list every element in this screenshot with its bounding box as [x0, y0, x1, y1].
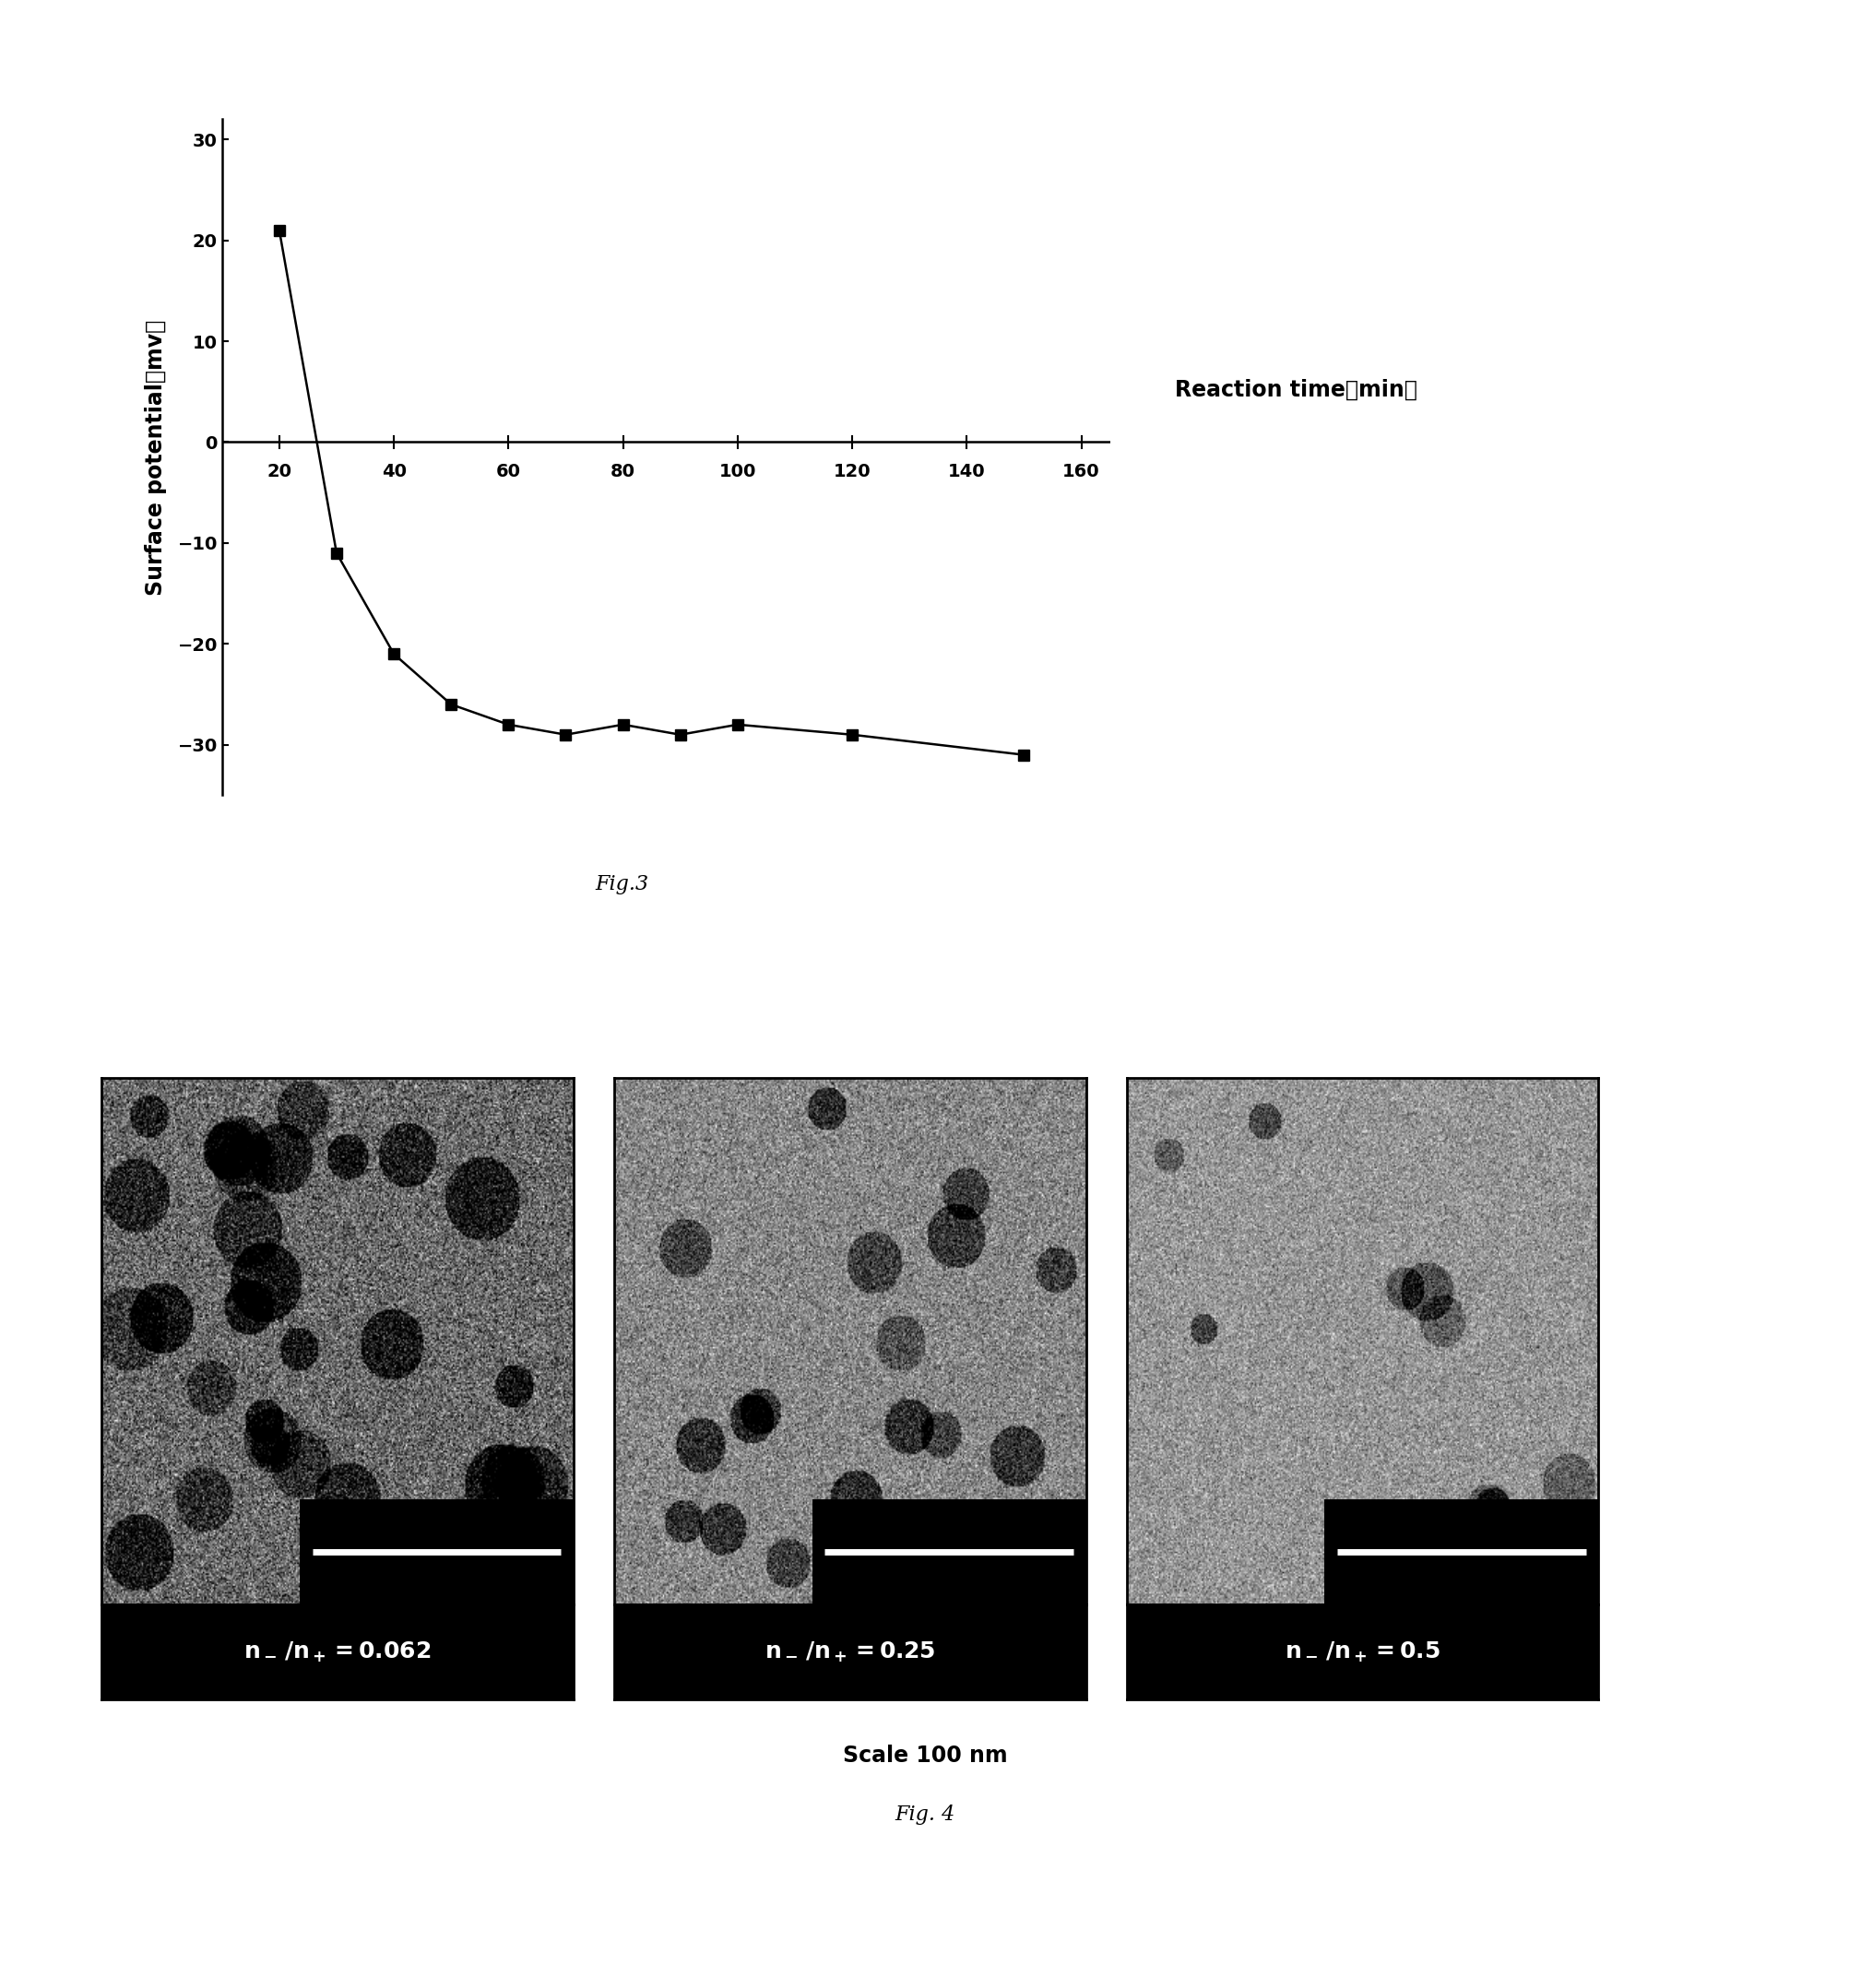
Text: $\mathbf{n_-\,/n_+=0.5}$: $\mathbf{n_-\,/n_+=0.5}$: [1283, 1640, 1440, 1664]
Text: Fig.3: Fig.3: [595, 875, 647, 895]
Text: Fig. 4: Fig. 4: [895, 1805, 954, 1825]
Y-axis label: Surface potential（mv）: Surface potential（mv）: [144, 320, 166, 594]
Text: 100: 100: [719, 463, 756, 481]
Text: Reaction time（min）: Reaction time（min）: [1174, 378, 1416, 402]
Text: 160: 160: [1061, 463, 1100, 481]
Text: 140: 140: [947, 463, 986, 481]
Text: 40: 40: [381, 463, 407, 481]
Text: $\mathbf{n_-\,/n_+=0.062}$: $\mathbf{n_-\,/n_+=0.062}$: [244, 1640, 431, 1664]
Text: 60: 60: [496, 463, 521, 481]
Text: 20: 20: [266, 463, 292, 481]
Text: Scale 100 nm: Scale 100 nm: [841, 1743, 1008, 1767]
Text: 80: 80: [610, 463, 636, 481]
Text: 120: 120: [834, 463, 871, 481]
Text: $\mathbf{n_-\,/n_+=0.25}$: $\mathbf{n_-\,/n_+=0.25}$: [764, 1640, 936, 1664]
